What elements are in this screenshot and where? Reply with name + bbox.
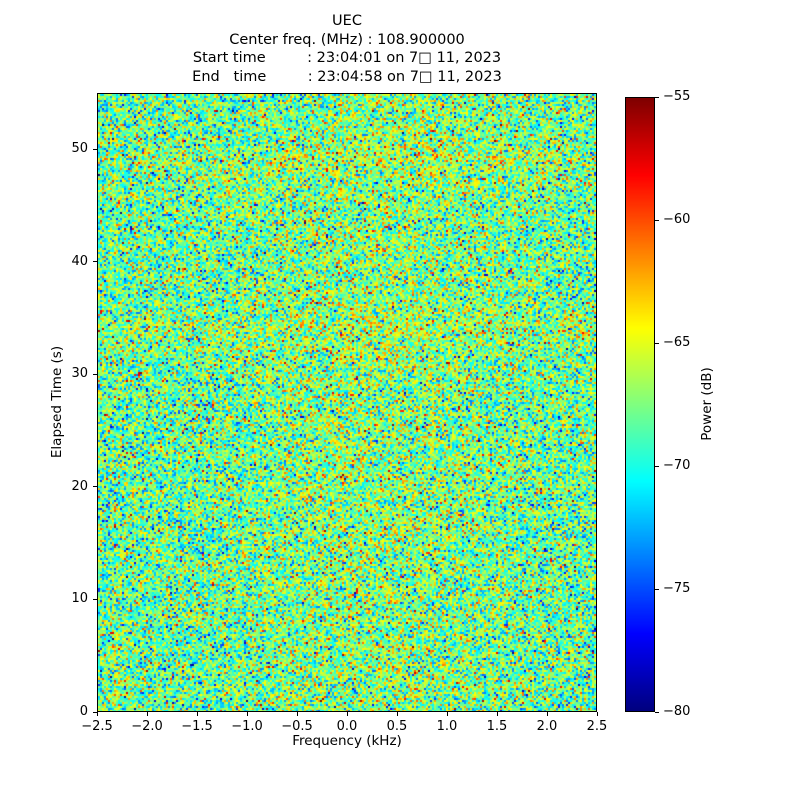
x-tick-mark [346,712,348,716]
chart-title: UEC [332,13,362,29]
y-tick-label: 50 [71,141,88,157]
x-tick-mark [546,712,548,716]
colorbar-tick-label: −75 [663,581,691,596]
colorbar-tick-label: −60 [663,212,691,227]
heatmap-plot-area [97,93,597,712]
x-tick-mark [196,712,198,716]
colorbar-tick-label: −55 [663,89,691,104]
colorbar-canvas [626,98,654,711]
colorbar-tick-label: −70 [663,458,691,473]
colorbar-tick-label: −80 [663,704,691,719]
x-tick-mark [146,712,148,716]
x-tick-mark [496,712,498,716]
center-freq-line: Center freq. (MHz) : 108.900000 [229,31,465,48]
colorbar-label: Power (dB) [699,367,715,441]
colorbar-tick-mark [655,96,659,98]
x-tick-mark [96,712,98,716]
start-time-line: Start time : 23:04:01 on 7□ 11, 2023 [192,50,502,66]
colorbar-tick-mark [655,588,659,590]
y-tick-label: 10 [71,591,88,607]
colorbar-tick-mark [655,219,659,221]
colorbar-tick-mark [655,465,659,467]
colorbar [625,97,655,712]
x-tick-mark [396,712,398,716]
y-axis-label: Elapsed Time (s) [49,345,65,459]
spectrogram-canvas [98,94,596,711]
colorbar-tick-mark [655,342,659,344]
y-tick-label: 30 [71,366,88,382]
end-time-line: End time : 23:04:58 on 7□ 11, 2023 [192,68,502,85]
y-tick-label: 40 [71,253,88,269]
x-axis-label: Frequency (kHz) [292,733,402,749]
x-tick-mark [446,712,448,716]
y-tick-label: 20 [71,478,88,494]
chart-header: UEC Center freq. (MHz) : 108.900000 Star… [97,12,597,86]
x-tick-mark [296,712,298,716]
y-tick-label: 0 [79,704,88,719]
x-tick-mark [596,712,598,716]
colorbar-tick-label: −65 [663,335,691,350]
colorbar-tick-mark [655,711,659,713]
x-tick-mark [246,712,248,716]
